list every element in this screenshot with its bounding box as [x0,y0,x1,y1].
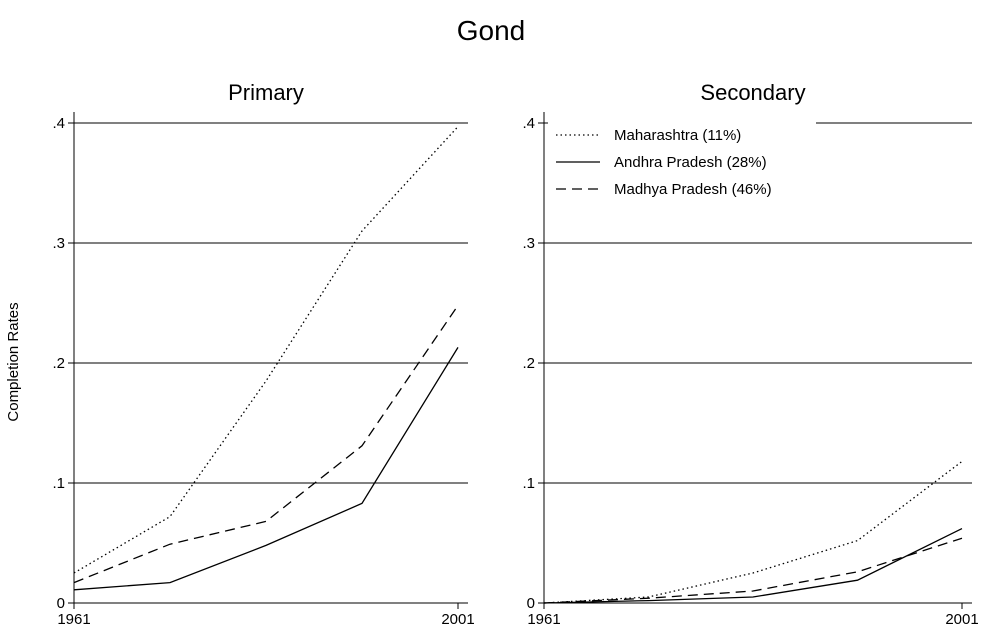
series-line-primary-andhra-pradesh-28 [73,347,459,591]
panel-secondary: Secondary 0 .1 .2 .3 .4 1961 2001 Maharashtra (1… [522,80,978,628]
panel-title-secondary: Secondary [700,80,805,105]
series-line-primary-madhya-pradesh-46 [73,305,459,584]
y-tick-label-primary-1: .1 [52,475,65,492]
y-tick-label-secondary-1: .1 [522,475,535,492]
panels: Primary 0 .1 .2 .3 .4 1961 2001 Secondary 0 .1 .2 .3… [52,80,978,628]
y-axis-label: Completion Rates [5,302,22,421]
y-tick-label-secondary-0: 0 [527,595,535,612]
y-tick-label-secondary-4: .4 [522,115,535,132]
y-tick-label-secondary-2: .2 [522,355,535,372]
legend-label-maharashtra-11: Maharashtra (11%) [614,127,741,144]
y-tick-label-primary-4: .4 [52,115,65,132]
x-tick-label-secondary-0: 1961 [527,611,560,628]
legend: Maharashtra (11%) Andhra Pradesh (28%) Mad… [548,118,816,210]
chart-title: Gond [457,15,526,46]
series-line-primary-maharashtra-11 [73,126,459,574]
x-tick-label-primary-0: 1961 [57,611,90,628]
legend-label-madhya-pradesh-46: Madhya Pradesh (46%) [614,181,772,198]
y-tick-label-primary-3: .3 [52,235,65,252]
panel-title-primary: Primary [228,80,304,105]
x-tick-label-secondary-1: 2001 [945,611,978,628]
y-tick-label-primary-0: 0 [57,595,65,612]
panel-primary: Primary 0 .1 .2 .3 .4 1961 2001 [52,80,474,628]
series-line-secondary-maharashtra-11 [543,460,963,604]
series-line-secondary-madhya-pradesh-46 [543,537,963,604]
series-line-secondary-andhra-pradesh-28 [543,528,963,604]
legend-label-andhra-pradesh-28: Andhra Pradesh (28%) [614,154,767,171]
legend-box [548,118,816,210]
y-tick-label-primary-2: .2 [52,355,65,372]
x-tick-label-primary-1: 2001 [441,611,474,628]
y-tick-label-secondary-3: .3 [522,235,535,252]
